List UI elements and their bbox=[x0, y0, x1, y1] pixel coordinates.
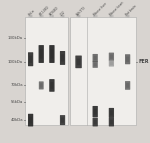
FancyBboxPatch shape bbox=[29, 56, 32, 63]
FancyBboxPatch shape bbox=[109, 108, 114, 118]
FancyBboxPatch shape bbox=[125, 54, 130, 64]
FancyBboxPatch shape bbox=[94, 109, 97, 115]
Text: 40kDa: 40kDa bbox=[11, 118, 23, 122]
FancyBboxPatch shape bbox=[110, 61, 113, 65]
Text: FER: FER bbox=[138, 59, 149, 64]
FancyBboxPatch shape bbox=[29, 117, 32, 123]
Text: NIH/3T3: NIH/3T3 bbox=[76, 5, 87, 17]
FancyBboxPatch shape bbox=[93, 118, 98, 126]
FancyBboxPatch shape bbox=[60, 115, 65, 125]
FancyBboxPatch shape bbox=[39, 81, 44, 89]
FancyBboxPatch shape bbox=[39, 81, 44, 89]
FancyBboxPatch shape bbox=[28, 114, 33, 126]
Text: Mouse heart: Mouse heart bbox=[109, 1, 125, 17]
FancyBboxPatch shape bbox=[60, 51, 65, 65]
FancyBboxPatch shape bbox=[109, 60, 114, 66]
Bar bbox=[70, 17, 136, 125]
Text: SK9480: SK9480 bbox=[49, 6, 60, 17]
FancyBboxPatch shape bbox=[28, 114, 33, 126]
FancyBboxPatch shape bbox=[126, 83, 129, 88]
FancyBboxPatch shape bbox=[109, 108, 114, 118]
FancyBboxPatch shape bbox=[109, 118, 114, 126]
FancyBboxPatch shape bbox=[40, 83, 43, 88]
FancyBboxPatch shape bbox=[60, 115, 65, 125]
Text: 100kDa: 100kDa bbox=[8, 60, 23, 64]
FancyBboxPatch shape bbox=[49, 79, 54, 92]
Bar bbox=[25, 17, 68, 125]
FancyBboxPatch shape bbox=[39, 45, 44, 63]
FancyBboxPatch shape bbox=[93, 106, 98, 117]
FancyBboxPatch shape bbox=[93, 54, 98, 62]
FancyBboxPatch shape bbox=[61, 54, 64, 62]
FancyBboxPatch shape bbox=[94, 63, 97, 66]
FancyBboxPatch shape bbox=[49, 45, 54, 63]
FancyBboxPatch shape bbox=[28, 52, 33, 66]
FancyBboxPatch shape bbox=[40, 49, 43, 59]
FancyBboxPatch shape bbox=[75, 56, 82, 68]
Text: HT-1080: HT-1080 bbox=[38, 5, 50, 17]
FancyBboxPatch shape bbox=[60, 51, 65, 65]
FancyBboxPatch shape bbox=[125, 54, 130, 64]
FancyBboxPatch shape bbox=[93, 61, 98, 68]
FancyBboxPatch shape bbox=[49, 45, 54, 63]
FancyBboxPatch shape bbox=[125, 81, 130, 90]
FancyBboxPatch shape bbox=[77, 58, 80, 65]
FancyBboxPatch shape bbox=[93, 61, 98, 68]
FancyBboxPatch shape bbox=[109, 53, 114, 61]
FancyBboxPatch shape bbox=[28, 52, 33, 66]
FancyBboxPatch shape bbox=[93, 54, 98, 62]
FancyBboxPatch shape bbox=[93, 106, 98, 117]
FancyBboxPatch shape bbox=[49, 79, 54, 92]
Text: HeLa: HeLa bbox=[28, 8, 36, 17]
Text: Mouse liver: Mouse liver bbox=[92, 2, 107, 17]
Text: 130kDa: 130kDa bbox=[8, 36, 23, 40]
FancyBboxPatch shape bbox=[109, 118, 114, 126]
FancyBboxPatch shape bbox=[50, 82, 53, 89]
FancyBboxPatch shape bbox=[110, 120, 113, 124]
Text: 55kDa: 55kDa bbox=[11, 100, 23, 104]
FancyBboxPatch shape bbox=[125, 81, 130, 90]
FancyBboxPatch shape bbox=[110, 110, 113, 116]
FancyBboxPatch shape bbox=[50, 49, 53, 59]
FancyBboxPatch shape bbox=[94, 56, 97, 60]
FancyBboxPatch shape bbox=[61, 117, 64, 123]
FancyBboxPatch shape bbox=[94, 120, 97, 124]
FancyBboxPatch shape bbox=[93, 118, 98, 126]
FancyBboxPatch shape bbox=[110, 54, 113, 59]
FancyBboxPatch shape bbox=[109, 60, 114, 66]
FancyBboxPatch shape bbox=[39, 45, 44, 63]
Text: 70kDa: 70kDa bbox=[11, 83, 23, 87]
Text: Rat brain: Rat brain bbox=[125, 4, 137, 17]
FancyBboxPatch shape bbox=[126, 57, 129, 62]
Text: LO2: LO2 bbox=[60, 10, 66, 17]
FancyBboxPatch shape bbox=[109, 53, 114, 61]
FancyBboxPatch shape bbox=[75, 56, 82, 68]
